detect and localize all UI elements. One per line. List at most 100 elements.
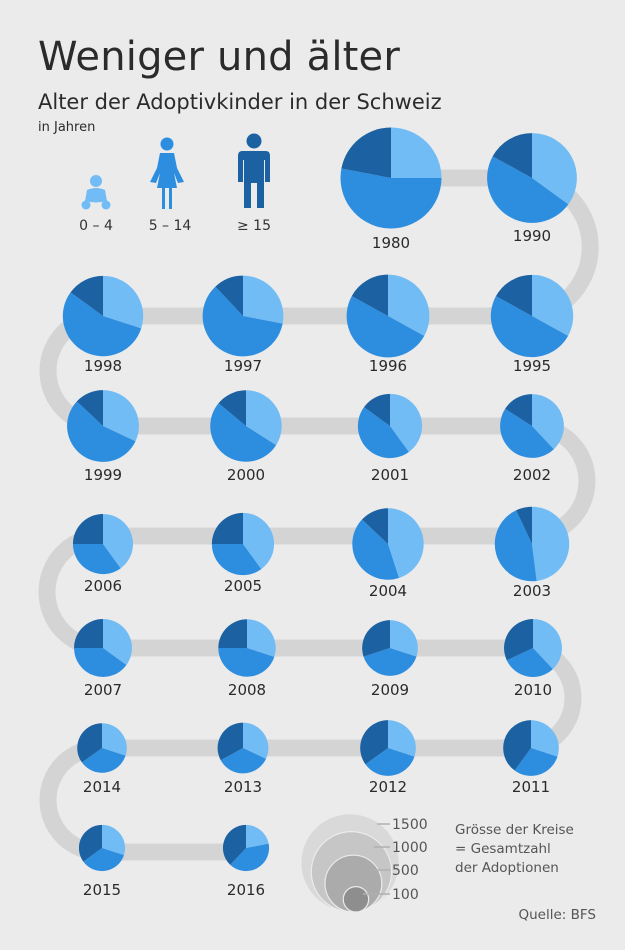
- pie-2013-slice-0: [243, 722, 269, 759]
- pie-1990-slice-2: [492, 133, 532, 178]
- pie-2013-slice-2: [217, 722, 243, 761]
- pie-1999: 1999: [67, 390, 139, 484]
- size-note-line-3: der Adoptionen: [455, 860, 559, 876]
- pie-1980-slice-1: [340, 168, 442, 229]
- pie-1995-slice-0: [532, 274, 574, 336]
- size-key-circle-100: [342, 885, 370, 913]
- legend-label-15-plus: ≥ 15: [237, 218, 271, 234]
- legend-item-0-4: 0 – 4: [79, 175, 113, 234]
- year-label: 2016: [227, 881, 265, 899]
- pie-2001-slice-0: [390, 393, 423, 452]
- pie-2005-slice-0: [243, 512, 275, 570]
- pie-2014-slice-1: [81, 748, 126, 773]
- pie-group: 1980 1990 1995 1996 1997 1998 1999 2000 2001 2002…: [62, 127, 577, 899]
- pie-2011-slice-1: [514, 748, 558, 776]
- legend-item-15-plus: ≥ 15: [237, 133, 271, 234]
- year-label: 2007: [84, 681, 122, 699]
- pie-2007-slice-2: [74, 619, 103, 648]
- pie-2006: 2006: [72, 513, 134, 595]
- pie-1995: 1995: [490, 274, 574, 375]
- pie-2005-slice-2: [211, 512, 243, 544]
- woman-icon: [150, 137, 184, 209]
- pie-2008-slice-1: [218, 648, 275, 677]
- year-label: 1997: [224, 357, 262, 375]
- pie-2008: 2008: [218, 619, 276, 699]
- pie-2003-slice-1: [494, 510, 537, 582]
- year-label: 2005: [224, 577, 262, 595]
- pie-2002-slice-0: [532, 394, 564, 450]
- pie-2010-slice-0: [533, 619, 562, 670]
- pie-1998-slice-0: [103, 275, 144, 329]
- pie-1990-slice-0: [532, 133, 577, 205]
- pie-1990: 1990: [487, 133, 577, 245]
- pie-2006-slice-1: [72, 544, 121, 575]
- pie-1999-slice-2: [76, 390, 103, 426]
- pie-1996-slice-0: [388, 274, 430, 336]
- pie-1980-slice-2: [341, 127, 391, 178]
- year-label: 1980: [372, 234, 410, 252]
- pie-1997-slice-0: [243, 275, 284, 324]
- pie-2004: 2004: [352, 508, 424, 600]
- year-label: 2004: [369, 582, 407, 600]
- size-key: 1500 1000 500 100: [300, 812, 428, 913]
- year-label: 2002: [513, 466, 551, 484]
- year-label: 1999: [84, 466, 122, 484]
- pie-2012-slice-1: [365, 748, 415, 776]
- year-label: 1998: [84, 357, 122, 375]
- pie-1990-slice-1: [487, 156, 569, 223]
- pie-2011-slice-0: [531, 720, 559, 757]
- pie-2000: 2000: [210, 390, 282, 484]
- pie-2001-slice-2: [364, 393, 390, 426]
- man-icon: [238, 133, 270, 208]
- pie-2000-slice-0: [246, 390, 282, 446]
- year-label: 2015: [83, 881, 121, 899]
- pie-2003-slice-2: [516, 506, 532, 544]
- year-label: 2000: [227, 466, 265, 484]
- pie-2012-slice-0: [388, 720, 416, 757]
- year-label: 2014: [83, 778, 121, 796]
- pie-2010-slice-1: [506, 648, 553, 677]
- legend-label-0-4: 0 – 4: [79, 218, 113, 234]
- legend-item-5-14: 5 – 14: [149, 137, 191, 234]
- pie-2015-slice-0: [102, 824, 126, 856]
- size-key-label: 1500: [392, 817, 428, 833]
- pie-2013-slice-1: [220, 748, 266, 774]
- pie-1998-slice-2: [70, 275, 103, 316]
- pie-2009-slice-0: [390, 620, 418, 657]
- pie-2014-slice-0: [102, 723, 127, 756]
- year-label: 1990: [513, 227, 551, 245]
- year-label: 2003: [513, 582, 551, 600]
- pie-1999-slice-0: [103, 390, 139, 442]
- pie-2006-slice-2: [72, 513, 103, 544]
- year-label: 2013: [224, 778, 262, 796]
- pie-2009-slice-1: [363, 648, 417, 676]
- pie-2016: 2016: [222, 824, 270, 899]
- pie-2005: 2005: [211, 512, 275, 595]
- year-label: 2012: [369, 778, 407, 796]
- pie-2002: 2002: [500, 394, 564, 484]
- pie-2013: 2013: [217, 722, 269, 796]
- pie-1999-slice-1: [67, 401, 136, 462]
- size-key-label: 100: [392, 887, 419, 903]
- pie-2003: 2003: [494, 506, 570, 600]
- pie-2007: 2007: [74, 619, 132, 699]
- pie-1996: 1996: [346, 274, 430, 375]
- pie-2002-slice-1: [500, 408, 554, 458]
- pie-2010-slice-2: [504, 619, 533, 661]
- year-label: 2006: [84, 577, 122, 595]
- pie-1998-slice-1: [62, 292, 142, 357]
- pie-1996-slice-1: [346, 296, 425, 358]
- pie-2004-slice-1: [352, 519, 400, 580]
- pie-2011-slice-2: [503, 720, 531, 771]
- year-label: 2001: [371, 466, 409, 484]
- pie-2001-slice-1: [357, 407, 409, 459]
- pie-2008-slice-0: [247, 619, 276, 657]
- pie-1997-slice-2: [215, 275, 243, 316]
- page-subtitle: Alter der Adoptivkinder in der Schweiz: [38, 90, 442, 114]
- pie-2016-slice-1: [230, 843, 270, 872]
- pie-2009-slice-2: [362, 620, 390, 657]
- pie-2001: 2001: [357, 393, 423, 484]
- pie-2015: 2015: [78, 824, 126, 899]
- pie-2007-slice-0: [103, 619, 132, 666]
- pie-2015-slice-2: [78, 824, 102, 862]
